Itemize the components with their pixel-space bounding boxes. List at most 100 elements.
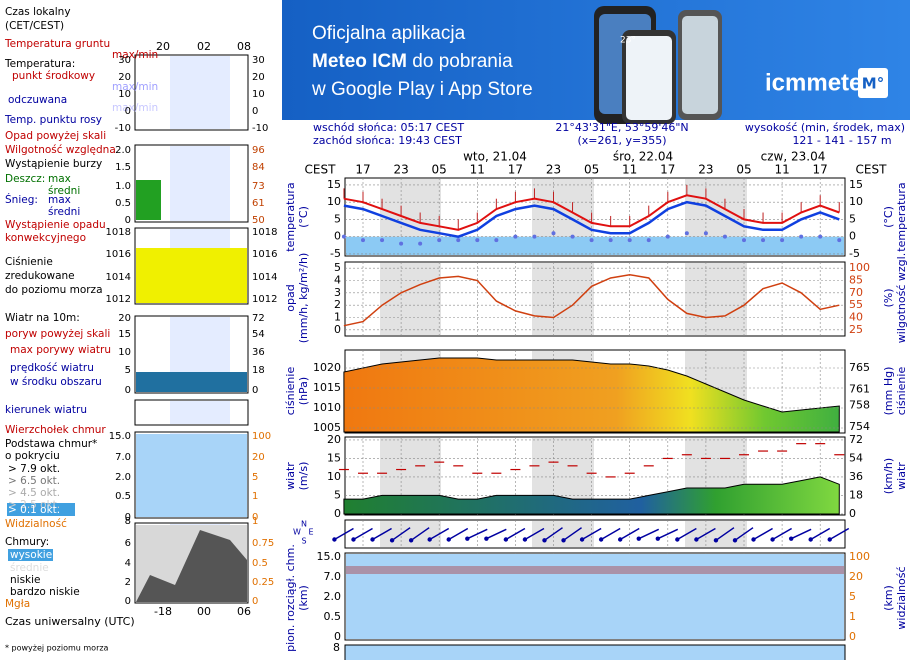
series-line [343,200,840,238]
dew-point [627,238,632,243]
label: średni [48,206,80,218]
label: do poziomu morza [5,284,103,296]
dew-point [456,238,461,243]
label: 05 [736,163,751,177]
arrow-head [503,537,509,542]
label: 61 [252,198,265,209]
label: 96 [252,145,265,156]
dew-point [684,231,689,236]
label: 2.0 [115,472,131,483]
tick-label: 0 [334,230,341,243]
tick-label: 1020 [313,361,341,374]
axis-label: (°C) [297,206,310,228]
label: 100 [252,431,271,442]
label: czw, 23.04 [761,150,826,164]
label: 15.0 [109,431,131,442]
axis-label: ciśnienie [895,367,908,416]
arrow-head [351,537,356,542]
label: Deszcz: [5,173,45,185]
label: 1014 [106,272,131,283]
label: 0 [334,630,341,643]
dew-point [799,234,804,239]
label: 0 [252,385,258,396]
cloud-band [346,566,844,574]
elevation-label: wysokość (min, środek, max) [745,121,905,134]
mini-area [136,180,161,220]
series-line [343,273,840,327]
banner-line: Oficjalna aplikacja [312,23,466,44]
axis-label: (mm/h, kg/m²/h) [297,253,310,344]
phone-screen [682,16,718,114]
phone-text: 23° [620,36,636,46]
legend-chip [8,549,53,561]
label: 7.0 [324,570,342,583]
arrow-head [636,536,641,541]
arrow-head [561,538,566,543]
arrow-head [751,537,756,542]
label: Temperatura gruntu [4,38,110,50]
arrow-head [713,538,719,543]
phone-screen [626,36,672,120]
dew-point [703,231,708,236]
label: -10 [252,123,268,134]
label: 2.0 [324,590,342,603]
label: 17 [813,163,828,177]
wind-arrow [753,527,773,541]
label: CEST [305,163,337,177]
panel [344,644,846,664]
arrow-head [408,538,414,543]
night-band [685,521,747,547]
arrow-head [598,537,604,542]
label: 1016 [106,249,131,260]
label: 72 [252,313,265,324]
sunset: zachód słońca: 19:43 CEST [313,134,462,147]
label: > 6.5 okt. [8,475,60,487]
arrow-head [694,537,699,542]
label: > 7.9 okt. [8,463,60,475]
label: Podstawa chmur* [5,438,97,450]
label: > 0.1 okt. [8,504,60,516]
label: 0 [125,106,131,117]
label: śro, 22.04 [613,150,673,164]
arrow-head [770,537,775,542]
wind-arrow [391,527,411,541]
label: 20 [252,72,265,83]
arrow-head [579,537,585,542]
label: 23 [393,163,408,177]
tick-label: 5 [334,212,341,225]
coords: 21°43'31"E, 53°59'46"N [555,121,688,134]
arrow-head [465,536,470,541]
wind-arrow [334,527,354,541]
wind-arrow [448,527,469,541]
arrow-head [332,537,337,542]
label: Wierzchołek chmur [5,424,106,436]
label: 50 [252,215,265,226]
wind-arrow [734,527,754,541]
dew-point [437,238,442,243]
label: 08 [237,40,251,53]
label: 20 [156,40,170,53]
label: 54 [252,329,265,340]
label: 23 [698,163,713,177]
tick-label: 55 [849,298,863,311]
dew-point [780,238,785,243]
label: 23 [546,163,561,177]
label: 10 [252,89,265,100]
label: Śnieg: [5,193,38,206]
wind-arrow [410,527,430,541]
axis-label: (%) [882,288,895,307]
label: prędkość wiatru [10,362,94,374]
dew-point [418,241,423,246]
label: Wystąpienie burzy [5,158,102,170]
label: 00 [197,605,211,618]
label: 10 [118,89,131,100]
label: 5 [252,472,258,483]
axis-label: temperatura [895,182,908,251]
label: 0.5 [115,198,131,209]
label: 0.5 [324,610,342,623]
label: Opad powyżej skali [5,130,106,142]
dew-point [818,234,823,239]
tick-label: 5 [849,212,856,225]
dew-point [551,231,556,236]
